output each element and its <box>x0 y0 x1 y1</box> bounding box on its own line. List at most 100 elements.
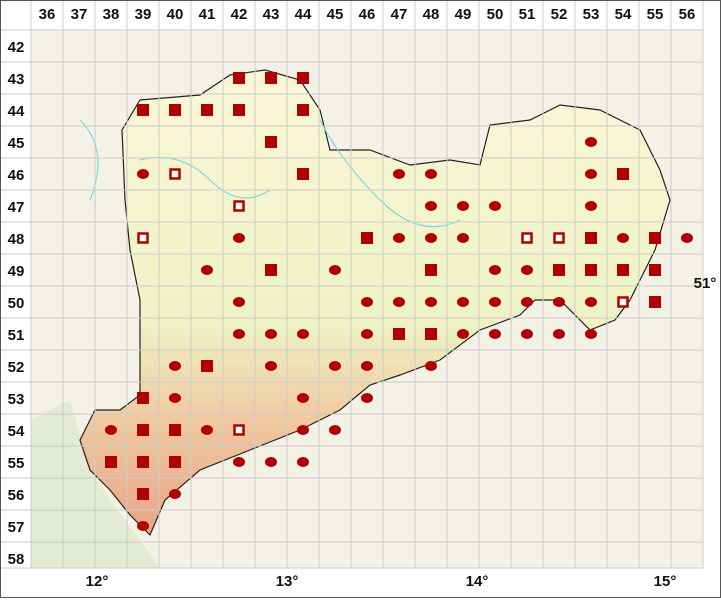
column-label: 43 <box>263 6 280 23</box>
row-label: 43 <box>8 71 25 88</box>
record-dot <box>297 329 309 339</box>
record-square <box>617 168 629 180</box>
record-square <box>361 232 373 244</box>
record-square <box>585 264 597 276</box>
record-dot <box>329 265 341 275</box>
record-dot <box>521 297 533 307</box>
record-dot <box>457 329 469 339</box>
record-square <box>585 232 597 244</box>
record-dot <box>201 425 213 435</box>
record-dot <box>329 361 341 371</box>
record-square <box>297 104 309 116</box>
row-label-band <box>0 0 31 598</box>
record-dot <box>521 329 533 339</box>
record-dot <box>585 201 597 211</box>
record-dot <box>393 169 405 179</box>
column-label: 40 <box>167 6 184 23</box>
record-square <box>297 168 309 180</box>
record-dot <box>233 297 245 307</box>
record-dot <box>105 425 117 435</box>
column-label: 44 <box>295 6 312 23</box>
record-square <box>105 456 117 468</box>
column-label: 41 <box>199 6 216 23</box>
record-dot <box>297 393 309 403</box>
record-dot <box>585 329 597 339</box>
record-dot <box>425 201 437 211</box>
row-label: 49 <box>8 263 25 280</box>
row-label: 51 <box>8 327 25 344</box>
column-label: 36 <box>39 6 56 23</box>
row-label: 58 <box>8 551 25 568</box>
record-square <box>201 360 213 372</box>
longitude-label: 13° <box>276 573 299 590</box>
column-label: 55 <box>647 6 664 23</box>
record-dot <box>233 233 245 243</box>
record-square <box>137 424 149 436</box>
record-dot <box>553 329 565 339</box>
record-square <box>265 264 277 276</box>
record-dot <box>521 265 533 275</box>
record-dot <box>425 361 437 371</box>
record-dot <box>137 521 149 531</box>
record-open-square <box>169 168 181 180</box>
record-dot <box>361 361 373 371</box>
record-dot <box>137 169 149 179</box>
record-square <box>201 104 213 116</box>
records <box>105 72 693 531</box>
record-dot <box>393 297 405 307</box>
row-label: 52 <box>8 359 25 376</box>
record-dot <box>233 329 245 339</box>
row-label: 57 <box>8 519 25 536</box>
record-dot <box>457 201 469 211</box>
row-label: 47 <box>8 199 25 216</box>
record-square <box>169 424 181 436</box>
record-open-square <box>553 232 565 244</box>
record-dot <box>297 425 309 435</box>
column-label: 42 <box>231 6 248 23</box>
column-label: 54 <box>615 6 632 23</box>
record-square <box>265 72 277 84</box>
record-dot <box>265 361 277 371</box>
record-dot <box>361 297 373 307</box>
record-dot <box>361 393 373 403</box>
column-label: 39 <box>135 6 152 23</box>
column-label: 48 <box>423 6 440 23</box>
record-dot <box>297 457 309 467</box>
record-square <box>297 72 309 84</box>
record-dot <box>553 297 565 307</box>
record-dot <box>361 329 373 339</box>
record-dot <box>457 233 469 243</box>
footer-band <box>0 568 721 598</box>
record-dot <box>489 297 501 307</box>
record-dot <box>265 457 277 467</box>
record-square <box>137 104 149 116</box>
record-open-square <box>233 200 245 212</box>
row-label: 56 <box>8 487 25 504</box>
record-dot <box>329 425 341 435</box>
row-label: 42 <box>8 39 25 56</box>
record-dot <box>489 265 501 275</box>
record-dot <box>457 297 469 307</box>
record-dot <box>585 169 597 179</box>
record-dot <box>617 233 629 243</box>
column-label: 46 <box>359 6 376 23</box>
column-label: 37 <box>71 6 88 23</box>
record-square <box>233 104 245 116</box>
record-square <box>137 488 149 500</box>
record-dot <box>489 201 501 211</box>
header-band <box>0 0 721 30</box>
record-open-square <box>521 232 533 244</box>
column-label: 45 <box>327 6 344 23</box>
longitude-label: 14° <box>466 573 489 590</box>
record-dot <box>393 233 405 243</box>
record-dot <box>425 233 437 243</box>
record-open-square <box>137 232 149 244</box>
record-square <box>425 328 437 340</box>
column-label: 52 <box>551 6 568 23</box>
record-dot <box>489 329 501 339</box>
record-dot <box>425 297 437 307</box>
record-dot <box>585 297 597 307</box>
